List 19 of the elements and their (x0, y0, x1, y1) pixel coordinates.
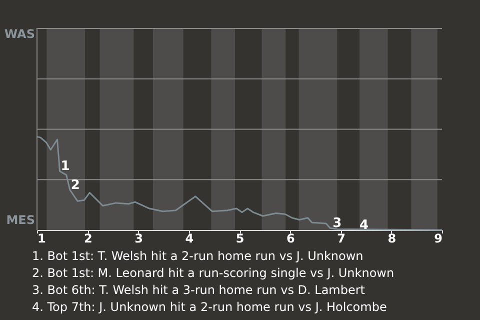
x-tick-label: 2 (84, 232, 92, 246)
text: MES (6, 213, 35, 227)
x-tick-label: 3 (134, 232, 143, 246)
annotation: 2 (70, 178, 80, 193)
x-tick-label: 8 (388, 232, 396, 246)
x-tick-label: 5 (236, 232, 244, 246)
text: 4. Top 7th: J. Unknown hit a 2-run home run vs J. Holcombe (32, 300, 387, 314)
x-tick-label: 6 (286, 232, 295, 246)
x-tick-label: 1 (38, 232, 46, 246)
x-tick-label: 9 (434, 232, 442, 246)
text: 3. Bot 6th: T. Welsh hit a 3-run home run vs D. Lambert (32, 283, 366, 297)
text: WAS (4, 27, 35, 41)
annotation: 4 (359, 218, 369, 233)
annotation: 3 (332, 216, 342, 232)
text: 2. Bot 1st: M. Leonard hit a run-scoring single vs J. Unknown (32, 266, 394, 280)
text: 1. Bot 1st: T. Welsh hit a 2-run home run vs J. Unknown (32, 249, 364, 263)
x-tick-label: 7 (337, 232, 346, 246)
x-tick-label: 4 (185, 232, 194, 246)
annotation: 1 (60, 159, 70, 174)
